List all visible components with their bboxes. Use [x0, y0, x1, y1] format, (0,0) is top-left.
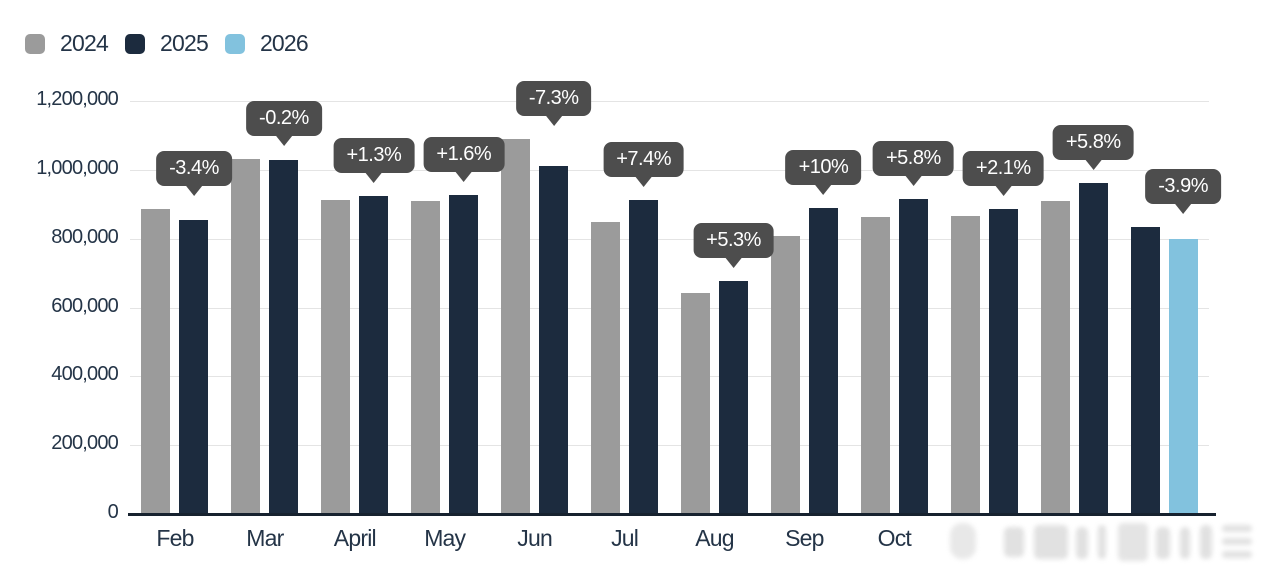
legend-item-2024: 2024 — [25, 30, 109, 57]
plot-area: -3.4% -0.2% +1.3% +1.6% -7.3% +7.4% +5.3% +10% +… — [128, 80, 1222, 516]
change-tooltip: -0.2% — [246, 100, 322, 136]
bar-2024-May — [411, 200, 441, 514]
y-axis-tick-label: 800,000 — [51, 225, 119, 248]
bar-2026-m12 — [1168, 238, 1198, 514]
bar-2025-m10 — [988, 209, 1018, 514]
gridline — [130, 307, 1209, 309]
legend-swatch-2026 — [224, 33, 245, 54]
x-axis-label: Mar — [246, 525, 284, 551]
gridline — [130, 445, 1209, 447]
bar-group-Feb: -3.4% — [130, 101, 232, 514]
legend-item-2025: 2025 — [124, 30, 209, 57]
legend-item-2026: 2026 — [224, 30, 309, 57]
bar-2024-Aug — [680, 292, 710, 514]
bar-2024-Jun — [501, 138, 531, 514]
y-axis-tick-label: 1,000,000 — [36, 156, 119, 179]
legend-label: 2025 — [159, 30, 209, 56]
change-tooltip: +5.3% — [693, 223, 774, 258]
bar-2025-m11 — [1078, 182, 1108, 514]
legend-swatch-2025 — [124, 33, 145, 54]
change-tooltip: -3.4% — [156, 151, 232, 187]
bar-group-Aug: +5.3% — [670, 101, 774, 514]
change-tooltip: -7.3% — [515, 80, 592, 116]
y-axis-tick-label: 0 — [107, 501, 119, 523]
bar-group-April: +1.3% — [310, 101, 415, 514]
bar-group-Jun: -7.3% — [490, 80, 592, 514]
bar-2025-Oct — [898, 199, 928, 514]
x-axis-label: May — [424, 525, 466, 551]
change-tooltip: +1.3% — [333, 137, 415, 173]
bar-groups: -3.4% -0.2% +1.3% +1.6% -7.3% +7.4% +5.3% +10% +… — [130, 80, 1222, 514]
x-axis-label: Oct — [877, 525, 912, 551]
gridline — [130, 101, 1209, 102]
x-axis-label: April — [333, 525, 377, 551]
y-axis-tick-label: 400,000 — [51, 363, 119, 386]
x-axis-label: Jul — [611, 525, 639, 551]
change-tooltip: +10% — [785, 150, 862, 186]
x-axis-line — [128, 513, 1216, 516]
x-axis-label — [939, 525, 1029, 552]
bar-2024-April — [321, 199, 351, 514]
bar-2025-April — [359, 195, 389, 514]
bar-group-m11: +5.8% — [1029, 101, 1134, 514]
bar-2025-m12 — [1130, 227, 1160, 514]
bar-group-Jul: +7.4% — [580, 101, 684, 514]
change-tooltip: +1.6% — [423, 137, 505, 173]
x-axis-label: Feb — [156, 525, 194, 551]
y-axis-tick-label: 1,200,000 — [36, 88, 119, 110]
bar-group-May: +1.6% — [400, 101, 505, 514]
change-tooltip: +7.4% — [603, 141, 684, 177]
watermark-shape — [1222, 551, 1252, 558]
legend-label: 2024 — [60, 30, 109, 56]
bar-group-Mar: -0.2% — [220, 100, 322, 514]
bar-2024-Sep — [770, 236, 800, 514]
x-axis-labels: Feb Mar April May Jun Jul Aug Sep Oct — [130, 525, 1209, 552]
gridline — [130, 376, 1209, 378]
change-tooltip: +5.8% — [872, 141, 954, 177]
legend-label: 2026 — [259, 30, 309, 56]
legend: 2024 2025 2026 — [25, 30, 309, 57]
watermark-shape — [1222, 538, 1252, 545]
bar-2024-Mar — [231, 158, 261, 514]
bar-2024-Feb — [141, 209, 171, 514]
bar-2025-May — [449, 195, 479, 514]
bar-2024-Jul — [591, 221, 621, 514]
bar-2024-m11 — [1040, 200, 1070, 514]
bar-group-m12: -3.9% — [1119, 101, 1222, 514]
change-tooltip: +2.1% — [962, 151, 1044, 187]
bar-2025-Mar — [269, 159, 299, 514]
x-axis-label: Jun — [517, 525, 552, 551]
x-axis-label — [1029, 525, 1119, 552]
change-tooltip: +5.8% — [1052, 124, 1134, 160]
bar-2024-m10 — [950, 215, 980, 514]
legend-swatch-2024 — [25, 33, 45, 54]
x-axis-label: Sep — [785, 525, 824, 551]
bar-2024-Oct — [860, 216, 890, 514]
bar-2025-Aug — [718, 281, 748, 514]
bar-group-Oct: +5.8% — [849, 101, 954, 514]
y-axis-tick-label: 600,000 — [51, 294, 119, 317]
x-axis-label: Aug — [695, 525, 734, 551]
x-axis-label — [1119, 525, 1209, 552]
bar-2025-Jun — [539, 166, 569, 514]
bar-group-Sep: +10% — [759, 101, 862, 514]
bar-2025-Feb — [179, 219, 209, 514]
bar-2025-Sep — [808, 208, 838, 514]
watermark-shape — [1222, 525, 1252, 532]
bar-2025-Jul — [629, 199, 659, 514]
bar-group-m10: +2.1% — [939, 101, 1044, 514]
y-axis-tick-label: 200,000 — [51, 432, 119, 455]
gridline — [130, 238, 1209, 240]
change-tooltip: -3.9% — [1145, 169, 1222, 205]
